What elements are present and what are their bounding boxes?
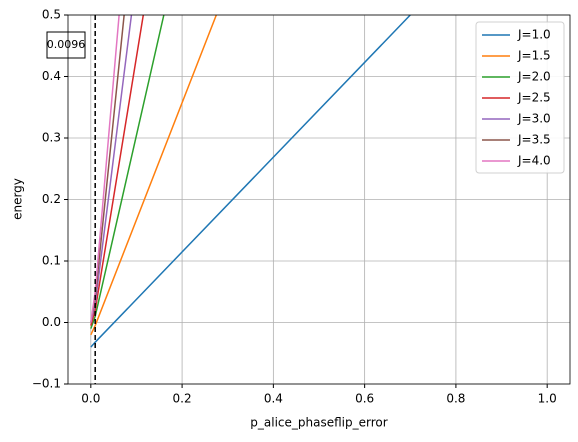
y-tick-label: 0.0 — [42, 315, 61, 329]
annotation-box — [46, 31, 86, 59]
plot-frame — [67, 14, 571, 385]
line — [90, 15, 218, 336]
legend-label: J=1.5 — [517, 49, 551, 63]
y-tick-label: 0.5 — [42, 8, 61, 22]
legend-label: J=2.0 — [517, 70, 551, 84]
y-tick-label: 0.1 — [42, 254, 61, 268]
y-axis-label: energy — [11, 178, 25, 220]
legend-box — [475, 21, 565, 174]
line — [90, 15, 165, 329]
x-tick-label: 1.0 — [538, 392, 557, 406]
x-tick-label: 0.0 — [81, 392, 100, 406]
y-tick-label: 0.2 — [42, 192, 61, 206]
y-tick-label: 0.3 — [42, 131, 61, 145]
legend-label: J=3.5 — [517, 133, 551, 147]
x-tick-label: 0.6 — [355, 392, 374, 406]
legend-label: J=1.0 — [517, 28, 551, 42]
x-tick-label: 0.8 — [446, 392, 465, 406]
legend-label: J=4.0 — [517, 154, 551, 168]
x-tick-label: 0.4 — [264, 392, 283, 406]
x-tick-label: 0.2 — [173, 392, 192, 406]
annotation: 0.0096 — [47, 38, 86, 51]
y-tick-label: 0.4 — [42, 69, 61, 83]
line — [90, 15, 145, 326]
x-axis-label: p_alice_phaseflip_error — [250, 416, 387, 430]
legend-label: J=2.5 — [517, 91, 551, 105]
legend-label: J=3.0 — [517, 112, 551, 126]
line — [90, 15, 411, 348]
y-tick-label: −0.1 — [32, 377, 61, 391]
